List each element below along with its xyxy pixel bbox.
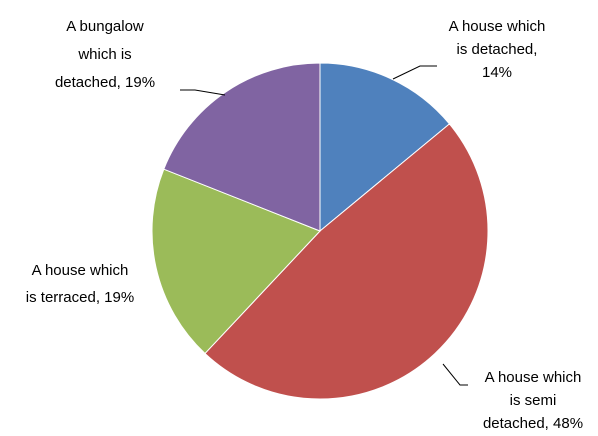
data-label: which is (77, 46, 131, 63)
data-label: is terraced, 19% (26, 289, 134, 306)
leader-line (392, 65, 437, 80)
pie-slice (319, 62, 451, 233)
data-label: is semi (510, 392, 557, 409)
data-label: 14% (482, 64, 512, 81)
pie-slice (151, 168, 321, 355)
pie-slice (163, 62, 321, 232)
leader-line (442, 363, 468, 386)
data-label: detached, 48% (483, 415, 583, 432)
data-label: A bungalow (66, 18, 144, 35)
data-label: A house which (449, 18, 546, 35)
data-label: detached, 19% (55, 74, 155, 91)
data-label: is detached, (457, 41, 538, 58)
leader-line (180, 89, 226, 96)
pie-slice (204, 123, 489, 400)
data-label: A house which (32, 262, 129, 279)
data-label: A house which (485, 369, 582, 386)
